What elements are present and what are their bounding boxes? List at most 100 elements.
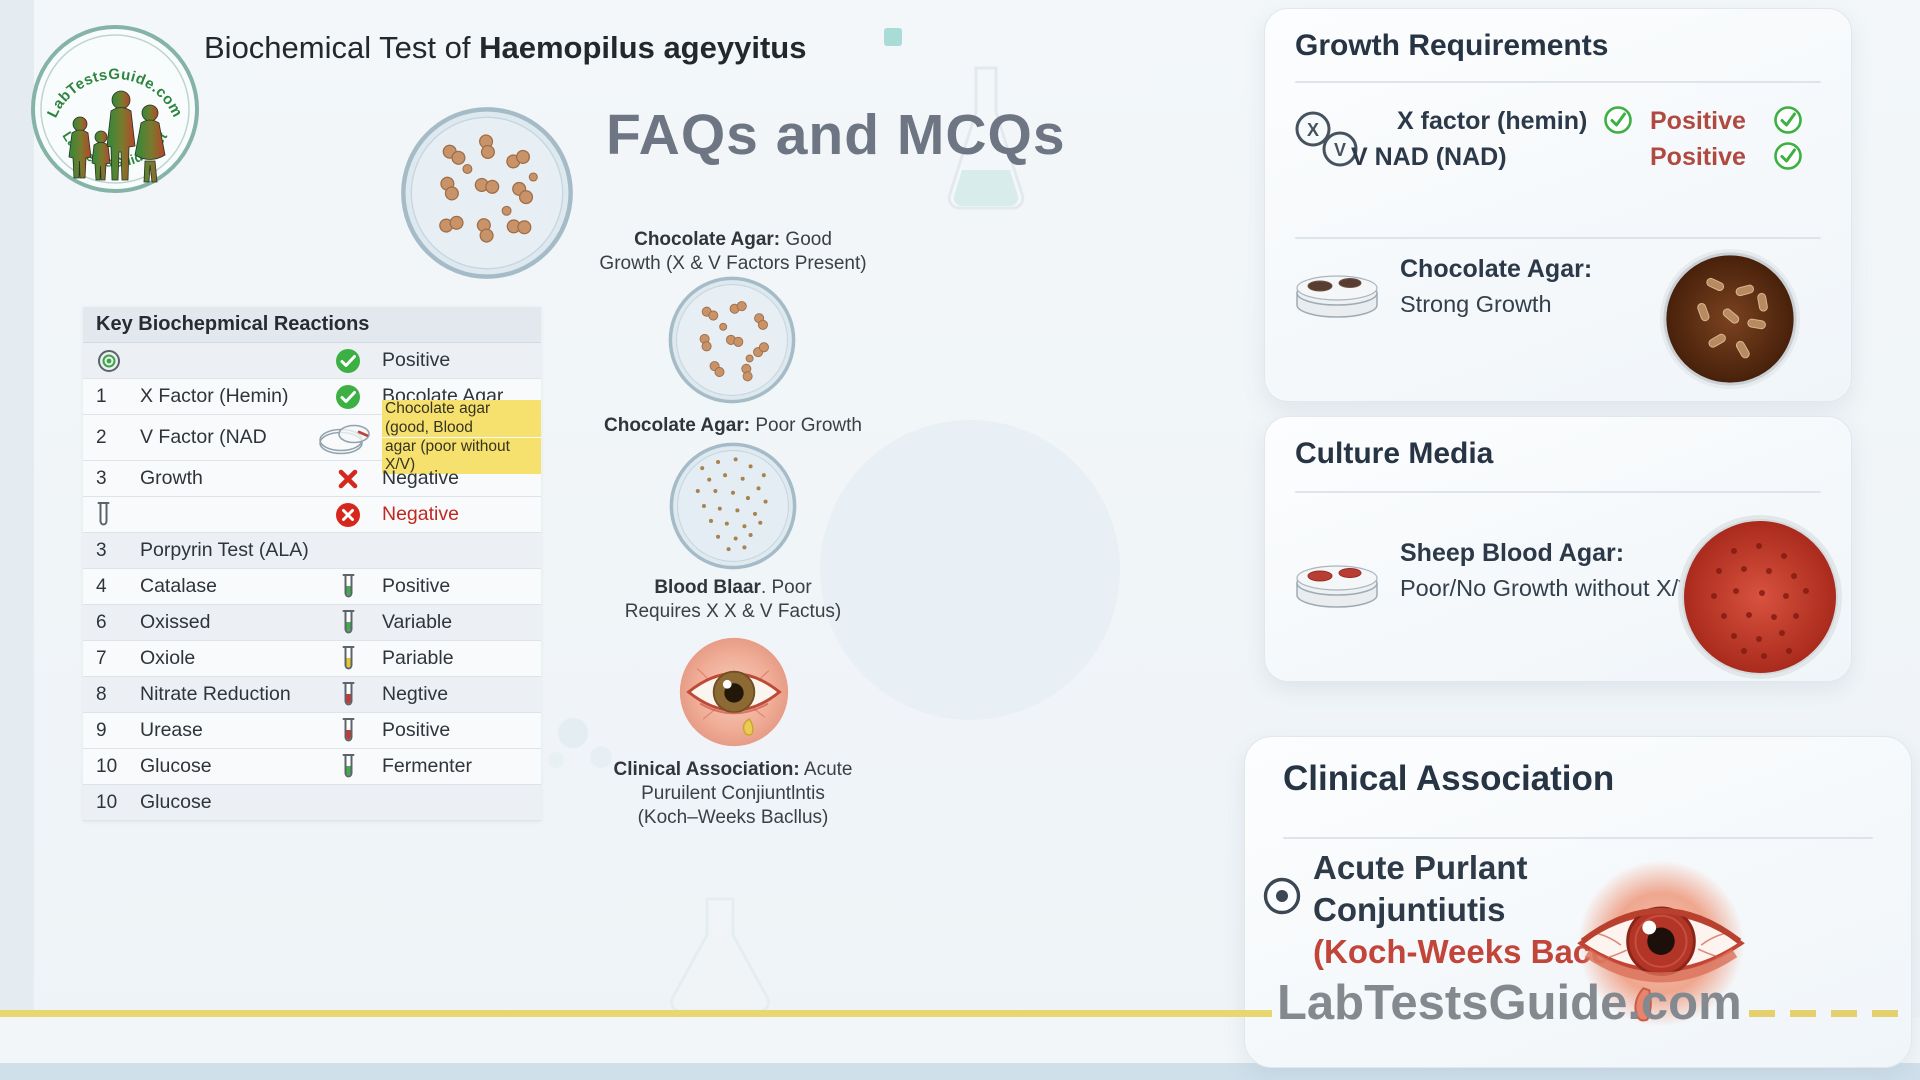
row-number: 3 bbox=[96, 539, 107, 561]
title-species: Haemopilus ageyyitus bbox=[479, 30, 807, 65]
divider bbox=[1283, 837, 1873, 839]
svg-text:V: V bbox=[1334, 140, 1346, 160]
check-circle-icon bbox=[335, 384, 361, 410]
caption-bold: Clinical Association: bbox=[613, 759, 800, 780]
row-test-name: Catalase bbox=[140, 575, 217, 597]
petri-dish-sketch-icon bbox=[317, 419, 379, 457]
petri-stack-icon bbox=[1296, 275, 1378, 318]
chocolate-agar-plate bbox=[1659, 248, 1801, 390]
caption-blood-agar: Blood Blaar. Poor Requires X X & V Factu… bbox=[583, 576, 883, 624]
row-number: 10 bbox=[96, 791, 118, 813]
title-prefix: Biochemical Test of bbox=[204, 30, 480, 65]
caption-rest: Poor Growth bbox=[750, 415, 862, 436]
row-icon-cell bbox=[320, 384, 376, 410]
chocolate-agar-sub: Strong Growth bbox=[1400, 291, 1552, 317]
caption-rest: Acute bbox=[799, 759, 853, 780]
divider bbox=[1295, 491, 1821, 493]
table-row: 3 Growth Negative bbox=[83, 461, 541, 497]
test-tube-icon bbox=[96, 500, 111, 530]
v-nad-result: Positive bbox=[1650, 143, 1746, 171]
row-icon-cell bbox=[320, 572, 376, 602]
row-result: Negative bbox=[382, 467, 459, 489]
row-number: 8 bbox=[96, 683, 107, 705]
table-row: 10 Glucose Fermenter bbox=[83, 749, 541, 785]
row-number bbox=[83, 348, 140, 374]
sheep-blood-agar-sub: Poor/No Growth without X/V bbox=[1400, 575, 1694, 601]
divider bbox=[1295, 237, 1821, 239]
table-row: Positive bbox=[83, 343, 541, 379]
petri-dish-blood-agar bbox=[669, 442, 797, 570]
test-tube-yellow-icon bbox=[341, 644, 356, 674]
reactions-table-body: Positive 1 X Factor (Hemin) Bocolate Agar 2 V… bbox=[83, 343, 541, 821]
caption-clinical-association: Clinical Association: Acute Puruilent Co… bbox=[583, 758, 883, 830]
growth-requirements-card: Growth Requirements X V X factor (hemin)… bbox=[1264, 8, 1852, 402]
caption-bold: Blood Blaar bbox=[654, 577, 761, 598]
row-result: Variable bbox=[382, 611, 453, 633]
family-silhouette-icon bbox=[68, 90, 166, 183]
row-number: 1 bbox=[96, 385, 107, 407]
row-result: Negtive bbox=[382, 683, 449, 705]
x-factor-result: Positive bbox=[1650, 107, 1746, 135]
table-row: 9 Urease Positive bbox=[83, 713, 541, 749]
row-result: Negative bbox=[382, 503, 459, 525]
watermark-text: LabTestsGuide.com bbox=[1277, 976, 1742, 1030]
row-number: 7 bbox=[96, 647, 107, 669]
row-result: Fermenter bbox=[382, 755, 472, 777]
conjunctivitis-eye-illustration bbox=[679, 637, 789, 747]
caption-rest: Good bbox=[780, 229, 832, 250]
row-icon-cell bbox=[320, 608, 376, 638]
caption-line3: (Koch–Weeks Bacllus) bbox=[637, 807, 829, 828]
caption-chocolate-good: Chocolate Agar: Good Growth (X & V Facto… bbox=[583, 228, 883, 276]
row-test-name: Porpyrin Test (ALA) bbox=[140, 539, 309, 561]
labtestsguide-logo: LabTestsGuide.com LabTestsGuide.net bbox=[31, 25, 199, 193]
row-number: 3 bbox=[96, 467, 107, 489]
clinical-line1: Acute Purlant bbox=[1313, 849, 1528, 886]
row-test-name: Growth bbox=[140, 467, 203, 489]
row-test-name: Oxiole bbox=[140, 647, 196, 669]
row-number: 4 bbox=[96, 575, 107, 597]
row-test-name: Urease bbox=[140, 719, 203, 741]
row-icon-cell bbox=[320, 644, 376, 674]
table-row: 3 Porpyrin Test (ALA) bbox=[83, 533, 541, 569]
teal-square-deco bbox=[884, 28, 902, 46]
table-row: 6 Oxissed Variable bbox=[83, 605, 541, 641]
caption-bold: Chocolate Agar: bbox=[604, 415, 751, 436]
check-outline-icon bbox=[1774, 142, 1802, 170]
row-icon-cell bbox=[320, 467, 376, 491]
yellow-rule bbox=[0, 1010, 1272, 1017]
card-title: Clinical Association bbox=[1283, 759, 1615, 798]
row-test-name: Glucose bbox=[140, 755, 212, 777]
row-icon-cell bbox=[320, 502, 376, 528]
table-row: 7 Oxiole Pariable bbox=[83, 641, 541, 677]
reactions-table: Key Biochepmical Reactions Positive 1 X Fa… bbox=[83, 307, 541, 821]
row-result: Chocolate agar (good, Blood agar (poor wi… bbox=[376, 400, 541, 475]
row-test-name: Nitrate Reduction bbox=[140, 683, 291, 705]
row-test-name: X Factor (Hemin) bbox=[140, 385, 289, 407]
caption-chocolate-poor: Chocolate Agar: Poor Growth bbox=[583, 414, 883, 438]
caption-rest: . Poor bbox=[760, 577, 812, 598]
row-number: 6 bbox=[96, 611, 107, 633]
x-circle-icon bbox=[335, 502, 361, 528]
petri-dish-poor-growth bbox=[668, 276, 796, 404]
caption-line2: Growth (X & V Factors Present) bbox=[599, 253, 867, 274]
row-icon-cell bbox=[320, 716, 376, 746]
caption-line2: Requires X X & V Factus) bbox=[624, 601, 842, 622]
test-tube-green-icon bbox=[341, 608, 356, 638]
radio-bullet-icon bbox=[1263, 877, 1301, 915]
culture-media-card: Culture Media Sheep Blood Agar: Poor/No … bbox=[1264, 416, 1852, 682]
v-nad-label: V NAD (NAD) bbox=[1351, 143, 1507, 171]
yellow-dashed-rule bbox=[1749, 1010, 1907, 1017]
check-circle-icon bbox=[335, 348, 361, 374]
row-icon-cell bbox=[317, 419, 379, 457]
left-edge-strip bbox=[0, 0, 34, 1063]
table-row: Negative bbox=[83, 497, 541, 533]
page-title: Biochemical Test of Haemopilus ageyyitus bbox=[204, 30, 806, 66]
x-factor-label: X factor (hemin) bbox=[1397, 107, 1588, 135]
circle-deco bbox=[820, 420, 1120, 720]
svg-text:X: X bbox=[1307, 120, 1319, 140]
molecule-deco bbox=[548, 718, 618, 778]
clinical-line2: Conjuntiutis bbox=[1313, 891, 1506, 928]
clinical-association-card: Clinical Association Acute Purlant Conju… bbox=[1244, 736, 1912, 1068]
